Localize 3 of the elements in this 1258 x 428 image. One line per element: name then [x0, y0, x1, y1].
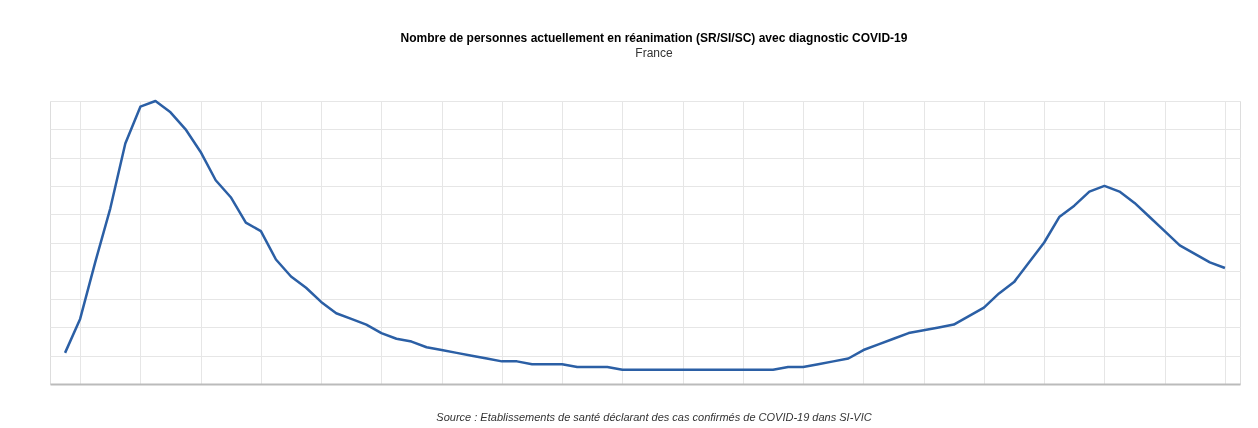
- chart-title: Nombre de personnes actuellement en réanimation (SR/SI/SC) avec diagnostic COVID-19: [400, 30, 908, 45]
- source-note: Source : Etablissements de santé déclarant des cas confirmés de COVID-19 dans SI-VIC: [436, 411, 872, 423]
- chart-subtitle: France: [635, 45, 673, 60]
